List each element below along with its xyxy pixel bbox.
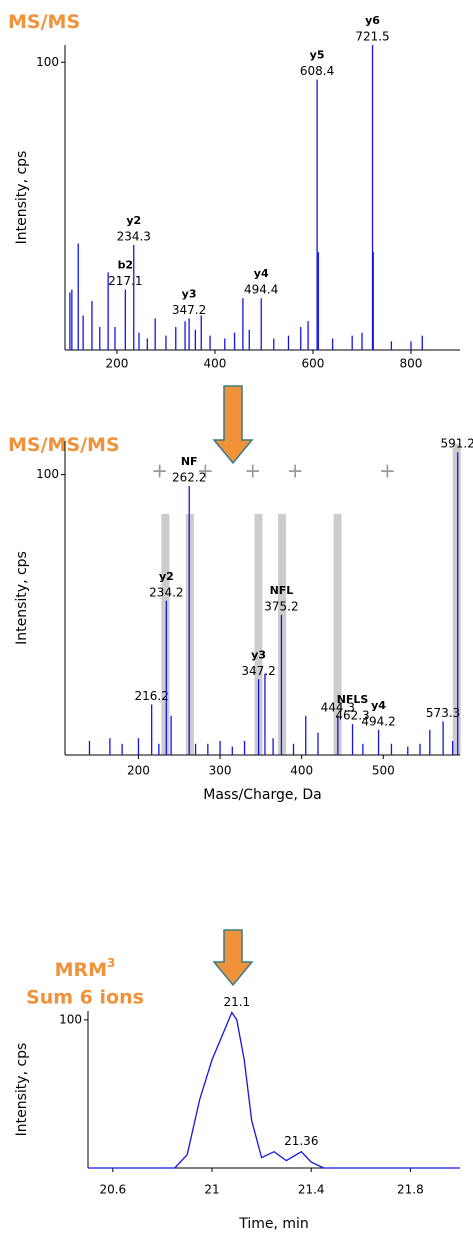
x-tick-label: 800 (400, 357, 423, 371)
peak-label: 21.36 (284, 1134, 318, 1148)
chart-title: MS/MS/MS (8, 434, 120, 456)
highlight-bar (452, 443, 461, 755)
x-tick-label: 600 (302, 357, 325, 371)
y-tick-label: 100 (36, 55, 59, 69)
peak-label: 494.2 (361, 714, 395, 728)
x-tick-label: 400 (204, 357, 227, 371)
peak-label: 217.1 (108, 274, 142, 288)
x-tick-label: 500 (372, 764, 395, 778)
x-tick-label: 21 (204, 1183, 219, 1197)
peak-label: 462.3 (335, 709, 369, 723)
ion-label: y2 (159, 570, 174, 583)
peak-label: 573.3 (426, 706, 460, 720)
ion-label: b2 (118, 259, 134, 272)
peak-label: 21.1 (223, 995, 250, 1009)
peak-label: 347.2 (241, 664, 275, 678)
highlight-bar (254, 513, 263, 755)
y-axis-label: Intensity, cps (14, 551, 30, 645)
plus-marker: + (151, 458, 168, 482)
ion-label: y6 (365, 14, 380, 27)
plus-marker: + (379, 458, 396, 482)
peak-label: 591.2 (441, 437, 473, 451)
peak-label: 375.2 (264, 599, 298, 613)
x-tick-label: 200 (127, 764, 150, 778)
ion-label: y2 (126, 214, 141, 227)
ion-label: y3 (182, 287, 197, 300)
y-tick-label: 100 (59, 1012, 82, 1026)
peak-label: 234.3 (117, 229, 151, 243)
highlight-bar (185, 513, 194, 755)
x-tick-label: 300 (209, 764, 232, 778)
x-tick-label: 21.4 (298, 1183, 325, 1197)
y-axis-label: Intensity, cps (14, 1043, 30, 1137)
peak-label: 608.4 (300, 64, 334, 78)
arrow (212, 385, 254, 465)
chart-title: MRM3 (55, 956, 116, 981)
peak-label: 494.4 (244, 283, 278, 297)
x-tick-label: 200 (105, 357, 128, 371)
ion-label: y3 (251, 648, 266, 661)
ion-label: NFL (270, 584, 294, 597)
title-text: MS/MS (8, 11, 80, 33)
x-tick-label: 20.6 (99, 1183, 126, 1197)
title-text: MRM (55, 959, 107, 981)
peak-label: 444.3 (321, 700, 355, 714)
ion-label: NF (181, 455, 198, 468)
y-axis-label: Intensity, cps (14, 151, 30, 245)
plus-marker: + (197, 458, 214, 482)
y-tick-label: 100 (36, 467, 59, 481)
plus-marker: + (287, 458, 304, 482)
x-tick-label: 21.8 (397, 1183, 424, 1197)
ion-label: y5 (310, 49, 325, 62)
title-superscript: 3 (107, 956, 115, 970)
ion-label: y4 (371, 699, 386, 712)
peak-label: 262.2 (172, 470, 206, 484)
peak-label: 216.2 (134, 689, 168, 703)
peak-label: 234.2 (149, 585, 183, 599)
x-axis-label: Time, min (238, 1216, 309, 1232)
highlight-bar (161, 513, 170, 755)
chart-title: MS/MS (8, 11, 80, 33)
highlight-bar (278, 513, 287, 755)
ion-label: y4 (254, 267, 269, 280)
x-tick-label: 400 (290, 764, 313, 778)
peak-label: 347.2 (172, 303, 206, 317)
plus-marker: + (244, 458, 261, 482)
trace (88, 1011, 460, 1169)
peak-label: 721.5 (355, 30, 389, 44)
highlight-bar (333, 513, 342, 755)
chart-subtitle: Sum 6 ions (26, 987, 144, 1009)
arrow (212, 929, 254, 987)
x-axis-label: Mass/Charge, Da (203, 787, 321, 803)
ion-label: NFLS (337, 693, 369, 706)
title-text: MS/MS/MS (8, 434, 120, 456)
